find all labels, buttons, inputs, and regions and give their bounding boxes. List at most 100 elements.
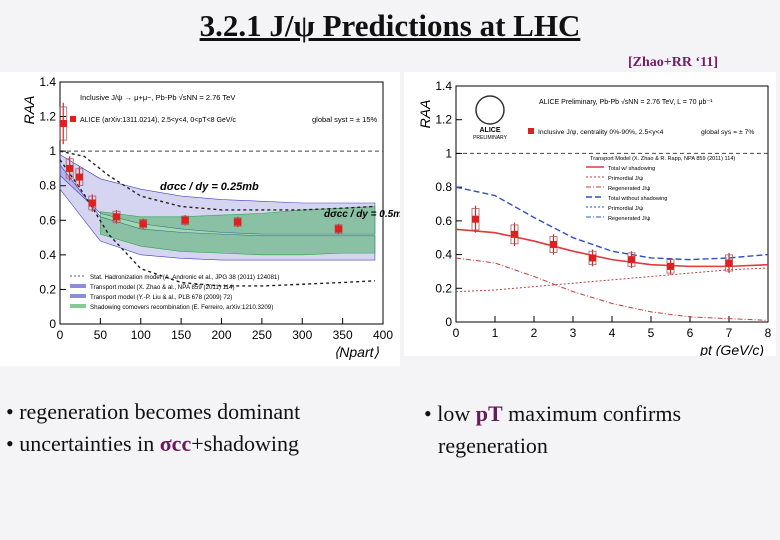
legend-entry: Total w/ shadowing: [608, 166, 655, 172]
x-tick-label: 200: [211, 328, 231, 342]
right-chart-panel: 0 0.2 0.4 0.6 0.8 1 1.2 1.4 0 1 2 3 4 5 6 7 8 RAA pt (GeV/…: [404, 72, 776, 356]
data-point: [589, 254, 596, 262]
data-point: [59, 119, 67, 127]
legend-entry: Regenerated J/ψ: [608, 186, 650, 192]
legend-marker: [70, 116, 76, 122]
y-tick-label: 0.2: [39, 282, 56, 296]
data-point: [113, 213, 121, 221]
bullet-right-2: regeneration: [424, 430, 681, 462]
right-bullets: • low pT maximum confirms regeneration: [424, 398, 681, 462]
x-axis-label: ⟨Npart⟩: [334, 344, 380, 360]
left-bullets: • regeneration becomes dominant • uncert…: [6, 396, 300, 460]
x-tick-label: 2: [531, 326, 538, 340]
y-tick-label: 0.8: [39, 179, 56, 193]
x-tick-label: 1: [492, 326, 499, 340]
model-curve: [455, 257, 769, 321]
y-tick-label: 0.6: [39, 213, 56, 227]
bullet-right-1-highlight: pT: [475, 401, 503, 426]
legend-top: ALICE (arXiv:1311.0214), 2.5<y<4, 0<pT<8…: [80, 117, 236, 124]
x-tick-label: 8: [765, 326, 772, 340]
data-point: [139, 220, 147, 228]
legend-entry: Shadowing comovers recombination (E. Fer…: [90, 304, 273, 311]
x-tick-label: 3: [570, 326, 577, 340]
y-tick-label: 0: [445, 315, 452, 329]
logo-subtext: PRELIMINARY: [473, 135, 507, 141]
model-band: [100, 206, 376, 256]
y-tick-label: 0.8: [435, 180, 452, 194]
data-point: [181, 216, 189, 224]
bullet-left-2-highlight: σcc: [159, 431, 192, 456]
x-tick-label: 250: [252, 328, 272, 342]
slide-title: 3.2.1 J/ψ Predictions at LHC: [0, 8, 780, 44]
data-point: [234, 218, 242, 226]
y-tick-label: 1.4: [435, 79, 452, 93]
data-point: [88, 199, 96, 207]
data-point: [725, 259, 733, 267]
y-tick-label: 1.4: [39, 75, 56, 89]
y-tick-label: 0: [49, 317, 56, 331]
x-tick-label: 150: [171, 328, 191, 342]
logo-text: ALICE: [480, 127, 501, 134]
data-point: [511, 230, 518, 238]
syst-text: global sys = ± 7%: [701, 129, 754, 136]
y-tick-label: 0.6: [435, 214, 452, 228]
citation: [Zhao+RR ‘11]: [627, 55, 718, 70]
raa-vs-npart-chart: 0 0.2 0.4 0.6 0.8 1 1.2 1.4 0 50 100 150 200 250 300 35…: [21, 75, 400, 360]
legend-entry: Transport Model (X. Zhao & R. Rapp, NPA …: [590, 156, 735, 162]
annotation-025: dσcc / dy = 0.25mb: [160, 181, 259, 193]
x-tick-label: 0: [57, 328, 64, 342]
data-point: [667, 262, 674, 270]
bullet-left-1-text: • regeneration becomes dominant: [6, 399, 301, 424]
legend-entry: Primordial J/ψ: [608, 176, 643, 182]
x-tick-label: 6: [687, 326, 694, 340]
chart-title: ALICE Preliminary, Pb-Pb √sNN = 2.76 TeV…: [539, 98, 713, 106]
y-axis-label: RAA: [21, 96, 37, 125]
model-band: [59, 164, 376, 261]
x-tick-label: 100: [131, 328, 151, 342]
syst-text: global syst = ± 15%: [312, 115, 378, 124]
bullet-left-2-suffix: +shadowing: [191, 431, 299, 456]
bullet-left-1: • regeneration becomes dominant: [6, 396, 300, 428]
y-tick-label: 0.2: [435, 281, 452, 295]
x-tick-label: 5: [648, 326, 655, 340]
bullet-right-1-prefix: • low: [424, 401, 476, 426]
y-axis-label: RAA: [417, 100, 433, 129]
data-point: [628, 256, 635, 264]
left-chart-panel: 0 0.2 0.4 0.6 0.8 1 1.2 1.4 0 50 100 150 200 250 300 35…: [0, 72, 400, 366]
legend-entry: Total without shadowing: [608, 196, 667, 202]
data-point: [75, 173, 83, 181]
slide-title-text: 3.2.1 J/ψ Predictions at LHC: [199, 8, 581, 43]
model-curve: [455, 267, 769, 293]
x-tick-label: 0: [453, 326, 460, 340]
y-tick-label: 1: [49, 144, 56, 158]
y-tick-label: 1.2: [435, 113, 452, 127]
legend-entry: Regenerated J/ψ: [608, 216, 650, 222]
x-tick-label: 350: [333, 328, 353, 342]
y-tick-label: 0.4: [39, 248, 56, 262]
bullet-left-2: • uncertainties in σcc+shadowing: [6, 428, 300, 460]
x-tick-label: 50: [94, 328, 108, 342]
model-curve: [59, 159, 375, 287]
x-tick-label: 300: [292, 328, 312, 342]
legend-entry: Transport model (Y.-P. Liu & al., PLB 67…: [90, 294, 232, 301]
y-tick-label: 1.2: [39, 110, 56, 124]
raa-vs-pt-chart: 0 0.2 0.4 0.6 0.8 1 1.2 1.4 0 1 2 3 4 5 6 7 8 RAA pt (GeV/…: [417, 79, 772, 356]
legend-entry: Primordial J/ψ: [608, 206, 643, 212]
data-point: [472, 215, 479, 223]
x-tick-label: 400: [373, 328, 393, 342]
data-point: [335, 225, 343, 233]
model-curve: [455, 186, 769, 261]
chart-title: Inclusive J/ψ → μ+μ−, Pb-Pb √sNN = 2.76 …: [80, 93, 235, 102]
alice-logo-icon: [475, 95, 505, 125]
x-axis-label: pt (GeV/c): [699, 342, 764, 356]
legend-entry: Stat. Hadronization model (A. Andronic e…: [90, 274, 279, 281]
model-curve: [455, 228, 769, 268]
model-curve: [59, 150, 375, 211]
data-point: [550, 240, 557, 248]
y-tick-label: 0.4: [435, 248, 452, 262]
bullet-right-1: • low pT maximum confirms: [424, 398, 681, 430]
legend-top: Inclusive J/ψ, centrality 0%-90%, 2.5<y<…: [538, 129, 664, 136]
bullet-right-1-suffix: maximum confirms: [502, 401, 682, 426]
bullet-left-2-prefix: • uncertainties in: [6, 431, 160, 456]
data-point: [66, 164, 74, 172]
